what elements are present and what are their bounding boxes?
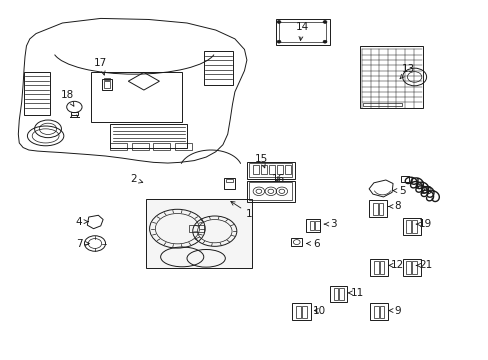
Bar (132, 143, 148, 150)
Bar (249, 183, 292, 200)
Text: 11: 11 (347, 288, 363, 298)
Bar (102, 80, 112, 90)
Bar (261, 165, 266, 174)
Bar (104, 78, 110, 80)
Ellipse shape (277, 21, 280, 23)
Bar (339, 288, 344, 300)
Bar (279, 22, 325, 42)
Text: 6: 6 (306, 239, 319, 248)
Text: 19: 19 (415, 219, 431, 229)
Text: 4: 4 (76, 217, 88, 227)
Text: 17: 17 (94, 58, 107, 75)
Bar (189, 225, 203, 231)
Bar (110, 143, 127, 150)
Bar (225, 179, 233, 182)
Bar (249, 163, 292, 177)
Bar (292, 303, 310, 320)
Bar (402, 259, 420, 276)
Bar (277, 165, 282, 174)
Text: 16: 16 (271, 174, 284, 184)
Text: 18: 18 (61, 90, 74, 106)
Bar (203, 51, 232, 85)
Bar (360, 46, 422, 108)
Bar (309, 221, 314, 230)
Text: 13: 13 (399, 64, 415, 79)
Text: 9: 9 (388, 306, 400, 315)
Text: 14: 14 (295, 22, 308, 40)
Bar (329, 286, 346, 302)
Bar (378, 203, 383, 215)
Bar (400, 176, 408, 182)
Text: 1: 1 (230, 202, 252, 219)
Bar (379, 261, 384, 274)
Text: 5: 5 (392, 186, 405, 195)
Bar (71, 112, 78, 115)
Bar (373, 261, 378, 274)
Bar (103, 81, 110, 87)
Bar (372, 203, 377, 215)
Text: 7: 7 (76, 239, 89, 248)
Bar (296, 306, 301, 318)
Bar (411, 220, 416, 233)
Ellipse shape (277, 40, 280, 43)
Text: 15: 15 (254, 154, 267, 168)
Text: 12: 12 (387, 260, 404, 270)
Text: 21: 21 (415, 260, 431, 270)
Bar (302, 306, 306, 318)
Bar (369, 303, 387, 320)
Bar (285, 165, 290, 174)
Bar (411, 261, 416, 274)
Bar (246, 162, 294, 179)
Bar (175, 143, 191, 150)
Bar (224, 178, 234, 189)
Bar (269, 165, 275, 174)
Bar (153, 143, 170, 150)
Bar (373, 306, 378, 318)
Bar (368, 201, 386, 217)
Bar (363, 103, 401, 106)
Bar (24, 72, 50, 115)
Bar (402, 218, 420, 235)
Bar (291, 238, 302, 246)
Bar (406, 261, 410, 274)
Text: 3: 3 (324, 219, 336, 229)
Text: 2: 2 (130, 174, 142, 184)
Bar (246, 181, 294, 202)
Bar (315, 221, 320, 230)
Bar (333, 288, 338, 300)
Bar (379, 306, 384, 318)
Bar (369, 259, 387, 276)
Bar (253, 165, 258, 174)
Bar (406, 220, 410, 233)
Text: 10: 10 (312, 306, 325, 315)
Ellipse shape (323, 40, 326, 43)
Bar (305, 219, 320, 232)
Ellipse shape (323, 21, 326, 23)
Bar (146, 199, 251, 268)
Text: 20: 20 (415, 184, 431, 195)
Text: 8: 8 (388, 202, 400, 211)
